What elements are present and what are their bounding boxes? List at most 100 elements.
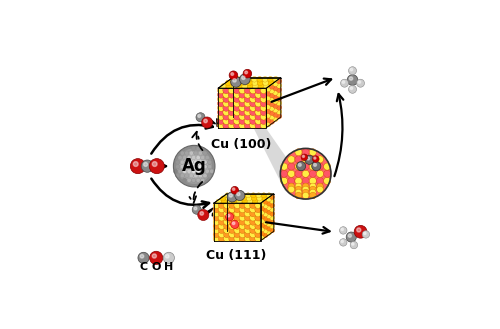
FancyArrowPatch shape [272,79,331,102]
Circle shape [255,231,262,238]
Circle shape [213,235,220,242]
Circle shape [232,222,235,225]
Circle shape [224,227,230,234]
Circle shape [260,226,265,232]
Circle shape [260,105,267,111]
Circle shape [302,186,309,193]
Circle shape [362,231,370,238]
Circle shape [234,117,240,124]
Circle shape [234,190,245,201]
Circle shape [234,227,240,234]
Circle shape [260,235,265,240]
Circle shape [228,117,235,124]
Circle shape [276,78,282,84]
Circle shape [243,69,252,78]
Circle shape [231,196,236,201]
FancyArrowPatch shape [152,179,209,208]
Circle shape [348,234,352,237]
Circle shape [341,240,344,242]
Circle shape [316,186,324,193]
Circle shape [166,255,169,258]
Circle shape [230,220,239,228]
Circle shape [270,219,274,224]
Circle shape [302,189,309,196]
Circle shape [266,113,271,118]
Circle shape [255,105,262,111]
Circle shape [260,109,267,116]
Circle shape [262,77,268,82]
Text: O: O [152,263,161,272]
Circle shape [288,177,295,185]
Circle shape [224,215,230,221]
Circle shape [218,206,225,213]
Circle shape [250,215,256,221]
Circle shape [229,194,232,197]
Circle shape [242,196,246,201]
Circle shape [234,105,240,111]
Circle shape [178,169,182,173]
Circle shape [203,164,207,169]
Circle shape [272,107,278,113]
Circle shape [316,156,324,163]
Circle shape [194,151,198,155]
Circle shape [252,77,257,82]
Circle shape [244,91,251,98]
Circle shape [316,185,324,192]
Circle shape [255,227,262,234]
Circle shape [239,206,246,213]
Circle shape [241,77,246,82]
Circle shape [213,202,220,209]
Circle shape [244,206,251,213]
Circle shape [234,91,240,98]
Circle shape [316,177,324,185]
Circle shape [239,113,246,120]
Circle shape [356,228,361,232]
Circle shape [346,232,356,242]
Circle shape [234,231,240,238]
Circle shape [244,113,251,120]
Circle shape [244,235,251,242]
Circle shape [272,85,278,91]
Circle shape [224,235,230,242]
Circle shape [280,170,287,177]
Circle shape [225,193,230,198]
Circle shape [239,105,246,111]
Circle shape [288,170,295,177]
Circle shape [296,162,306,171]
Circle shape [187,169,192,173]
Polygon shape [214,203,260,240]
Circle shape [358,81,360,83]
Circle shape [268,77,273,82]
Circle shape [218,202,225,209]
Circle shape [236,192,240,196]
Circle shape [208,164,212,169]
Circle shape [305,155,314,164]
Circle shape [218,109,224,116]
Circle shape [239,202,246,209]
Circle shape [194,160,198,164]
Circle shape [152,254,156,258]
Circle shape [250,100,256,107]
Circle shape [250,223,256,229]
Circle shape [280,148,331,199]
Circle shape [258,199,263,204]
Circle shape [234,215,240,221]
Circle shape [250,109,256,116]
Circle shape [266,197,272,202]
Circle shape [266,226,272,231]
Circle shape [244,100,251,107]
Circle shape [237,199,242,204]
Circle shape [260,122,267,129]
Circle shape [228,215,235,221]
Circle shape [184,174,189,178]
Circle shape [312,162,321,171]
Circle shape [198,164,202,169]
Circle shape [272,90,278,95]
Circle shape [191,163,197,169]
Circle shape [260,206,265,211]
Circle shape [239,227,246,234]
Circle shape [228,122,235,129]
Circle shape [226,84,232,89]
Circle shape [255,206,262,213]
Circle shape [222,199,226,204]
